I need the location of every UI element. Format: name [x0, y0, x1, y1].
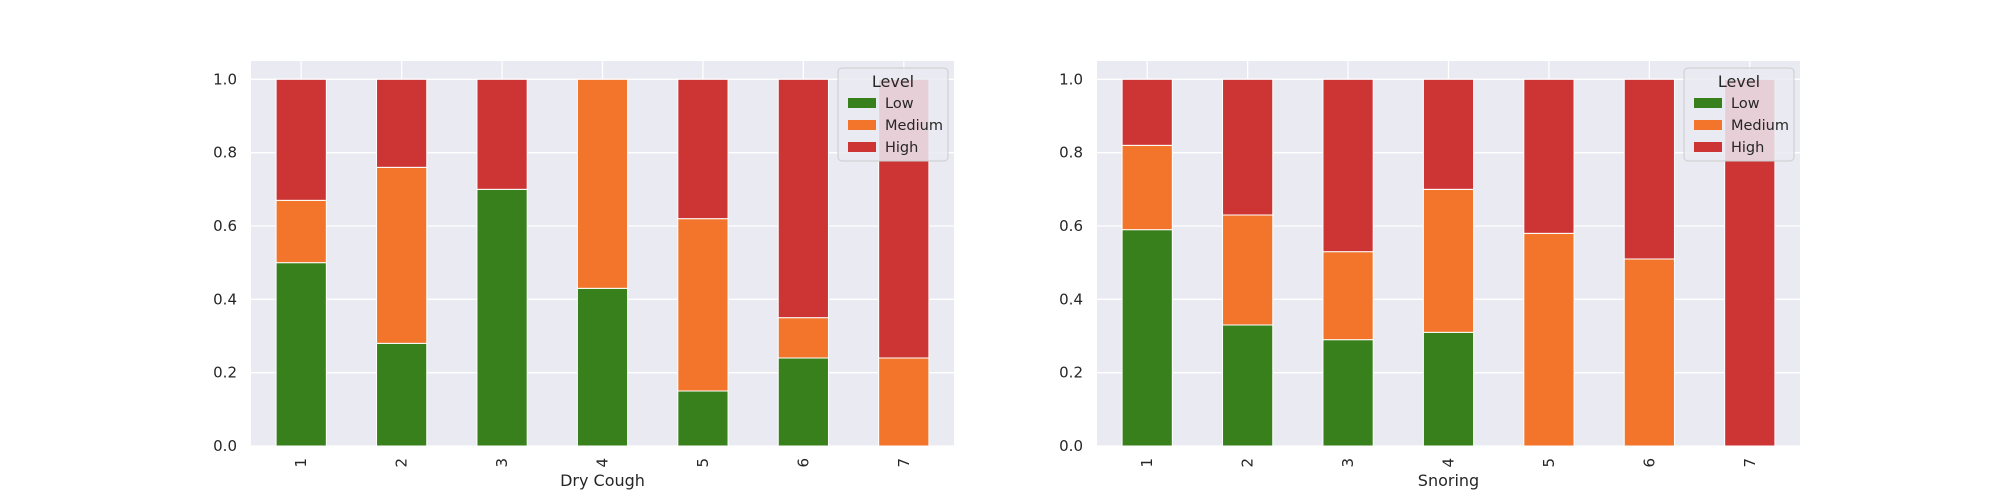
- bar-medium-1: [1121, 144, 1173, 231]
- chart-2: 0.0 0.2 0.4 0.6 0.8 1.0 1 2 3 4 5 6 7 Snoring Level Low…: [1059, 61, 1800, 490]
- x-tick-label: 6: [1640, 458, 1658, 468]
- legend: Level Low Medium High: [837, 67, 949, 162]
- legend: Level Low Medium High: [1683, 67, 1795, 162]
- bar-high-1: [275, 78, 327, 201]
- bar-high-5: [677, 78, 729, 220]
- x-tick-label: 1: [1138, 458, 1156, 468]
- bar-low-3: [476, 188, 528, 447]
- legend-swatch-low: [1694, 98, 1722, 108]
- y-tick-label: 0.6: [213, 217, 237, 235]
- bar-low-4: [576, 287, 629, 447]
- y-tick-label: 0.6: [1059, 217, 1083, 235]
- bar-low-6: [777, 357, 829, 447]
- bar-medium-6: [777, 317, 829, 359]
- legend-swatch-medium: [848, 120, 876, 130]
- bar-medium-2: [376, 166, 428, 344]
- y-tick-label: 0.8: [1059, 144, 1083, 162]
- bar-medium-5: [677, 218, 729, 392]
- x-tick-label: 1: [292, 458, 310, 468]
- bar-high-3: [476, 78, 528, 190]
- y-tick-label: 0.0: [213, 437, 237, 455]
- bar-low-3: [1322, 339, 1374, 447]
- y-tick-label: 1.0: [1059, 70, 1083, 88]
- legend-box: [1683, 67, 1795, 162]
- bar-medium-3: [1322, 251, 1374, 341]
- y-tick-label: 0.8: [213, 144, 237, 162]
- x-axis-label: Dry Cough: [560, 471, 645, 490]
- bar-medium-2: [1222, 214, 1274, 326]
- bar-low-1: [275, 262, 327, 447]
- x-tick-label: 4: [594, 458, 612, 468]
- bar-high-6: [1623, 78, 1675, 260]
- legend-swatch-low: [848, 98, 876, 108]
- x-tick-label: 6: [794, 458, 812, 468]
- legend-swatch-medium: [1694, 120, 1722, 130]
- legend-box: [837, 67, 949, 162]
- legend-label-high: High: [1731, 140, 1764, 156]
- bar-high-1: [1121, 78, 1173, 146]
- x-axis-label: Snoring: [1418, 471, 1479, 490]
- bar-medium-5: [1523, 232, 1575, 447]
- y-tick-label: 0.4: [1059, 290, 1083, 308]
- bar-medium-7: [878, 357, 930, 447]
- legend-label-low: Low: [1731, 96, 1760, 112]
- x-tick-label: 3: [1339, 458, 1357, 468]
- legend-title: Level: [872, 72, 914, 91]
- x-tick-label: 3: [493, 458, 511, 468]
- legend-swatch-high: [1694, 142, 1722, 152]
- x-tick-label: 2: [1239, 458, 1257, 468]
- legend-label-medium: Medium: [885, 118, 943, 134]
- y-tick-label: 1.0: [213, 70, 237, 88]
- x-tick-label: 5: [1540, 458, 1558, 468]
- bar-high-3: [1322, 78, 1374, 253]
- x-tick-label: 4: [1440, 458, 1458, 468]
- bar-high-6: [777, 78, 829, 319]
- legend-label-low: Low: [885, 96, 914, 112]
- x-tick-label: 2: [393, 458, 411, 468]
- bar-low-4: [1422, 331, 1475, 447]
- legend-title: Level: [1718, 72, 1760, 91]
- bar-high-2: [1222, 78, 1274, 216]
- x-tick-label: 5: [694, 458, 712, 468]
- y-tick-label: 0.4: [213, 290, 237, 308]
- bar-medium-4: [1422, 188, 1475, 333]
- bar-medium-1: [275, 199, 327, 264]
- bar-low-5: [677, 390, 729, 447]
- bar-high-4: [1422, 78, 1475, 190]
- bar-high-5: [1523, 78, 1575, 234]
- x-tick-label: 7: [1741, 458, 1759, 468]
- bar-low-1: [1121, 229, 1173, 447]
- y-tick-label: 0.0: [1059, 437, 1083, 455]
- bar-medium-4: [576, 78, 629, 289]
- bar-low-2: [376, 342, 428, 447]
- bar-medium-6: [1623, 258, 1675, 447]
- legend-swatch-high: [848, 142, 876, 152]
- y-tick-label: 0.2: [1059, 364, 1083, 382]
- bar-low-2: [1222, 324, 1274, 447]
- legend-label-high: High: [885, 140, 918, 156]
- x-tick-label: 7: [895, 458, 913, 468]
- legend-label-medium: Medium: [1731, 118, 1789, 134]
- y-tick-label: 0.2: [213, 364, 237, 382]
- bar-high-2: [376, 78, 428, 168]
